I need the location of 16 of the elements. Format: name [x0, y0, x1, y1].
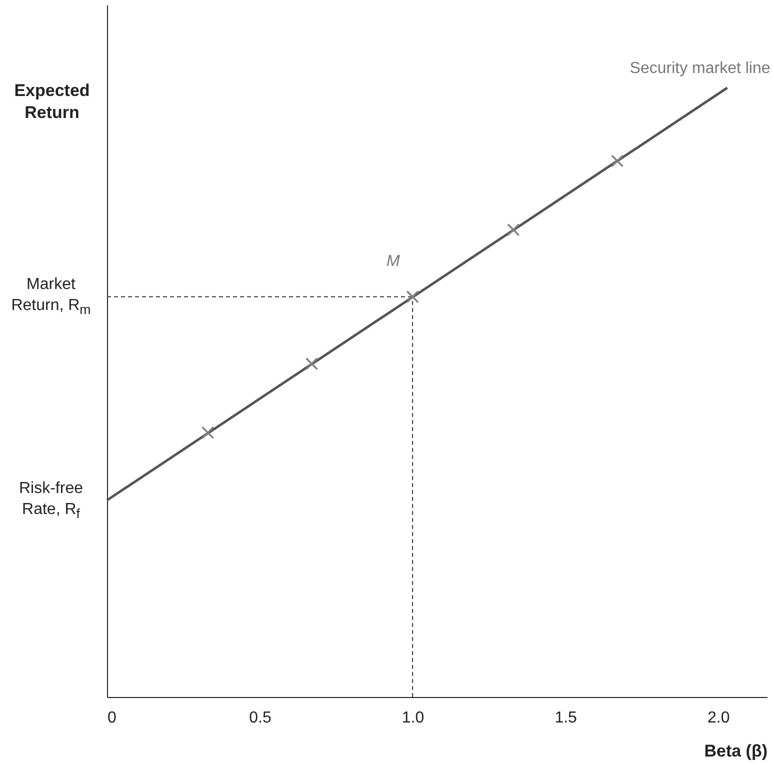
point: [610, 154, 624, 168]
point: [201, 426, 214, 440]
point: [406, 290, 419, 304]
x-axis-title: Beta (β): [704, 742, 768, 760]
annotation: M: [386, 252, 400, 272]
x-tick-label: 1.5: [554, 710, 578, 726]
annotation: Risk-free Rate, R$_{f}$: [18, 478, 84, 522]
y-axis-title: Expected Return: [13, 80, 91, 124]
series-label: Security market line: [630, 60, 770, 77]
point: [507, 223, 520, 236]
point: [305, 357, 318, 370]
x-tick-label: 0.5: [249, 710, 272, 726]
ref-line-label: Market Return, R$_{m}$: [10, 275, 92, 319]
x-tick-label: 2.0: [707, 710, 730, 726]
x-tick-label: 1.0: [402, 710, 424, 726]
x-tick-label: 0: [108, 710, 116, 726]
